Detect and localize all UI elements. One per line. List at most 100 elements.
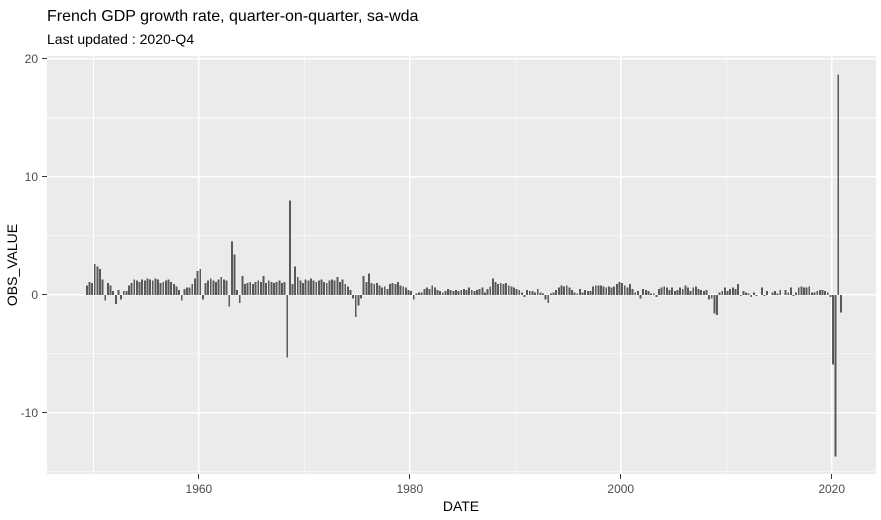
bar — [394, 284, 397, 295]
bar — [689, 291, 692, 295]
bar — [420, 292, 423, 295]
x-tick-mark — [620, 474, 622, 479]
bar — [149, 279, 152, 295]
bar — [368, 273, 370, 295]
x-tick-label: 1960 — [185, 482, 213, 496]
bar — [771, 292, 774, 295]
bar — [621, 282, 624, 295]
bar — [729, 288, 732, 295]
bar — [196, 271, 199, 295]
bar — [737, 284, 740, 295]
bar — [700, 290, 703, 295]
y-tick-mark — [42, 58, 47, 60]
bar — [476, 290, 479, 295]
bar — [824, 291, 827, 295]
y-tick-mark — [42, 294, 47, 296]
bar — [470, 290, 473, 295]
y-tick-label: 20 — [24, 51, 38, 66]
bar — [294, 266, 297, 295]
bar — [106, 282, 109, 295]
bar — [491, 278, 494, 295]
bar — [502, 284, 505, 295]
bar — [423, 288, 426, 295]
bar — [658, 288, 660, 295]
bar — [605, 287, 608, 295]
bar — [797, 287, 800, 295]
bar — [204, 282, 207, 295]
bar — [571, 290, 573, 295]
bar — [249, 281, 252, 295]
bar — [726, 291, 729, 295]
bar — [130, 282, 133, 295]
bar — [484, 292, 486, 295]
bar — [544, 294, 547, 300]
bar — [386, 288, 389, 295]
bar — [399, 285, 402, 295]
bar — [452, 291, 455, 295]
bar — [473, 291, 476, 295]
bar — [333, 280, 336, 295]
bar — [449, 290, 452, 295]
bar — [117, 290, 120, 295]
bar — [383, 286, 386, 295]
x-tick-mark — [198, 474, 200, 479]
bar — [120, 294, 123, 300]
bar — [629, 284, 631, 295]
bar — [128, 285, 130, 295]
bar — [834, 294, 837, 457]
bar — [673, 291, 676, 295]
bar — [320, 279, 323, 295]
bar — [362, 275, 365, 295]
bar — [679, 287, 682, 295]
bar — [660, 287, 663, 295]
bar — [191, 284, 194, 295]
bar — [418, 292, 420, 295]
bar — [779, 290, 782, 295]
bar — [135, 280, 138, 295]
bar — [565, 285, 568, 295]
bar — [523, 294, 526, 298]
bar — [671, 287, 674, 295]
bar — [317, 280, 320, 295]
bar — [312, 280, 315, 295]
bar — [99, 268, 101, 295]
bar — [175, 286, 178, 295]
bar — [576, 293, 579, 295]
bar — [225, 280, 228, 295]
bar — [410, 291, 413, 295]
bar — [278, 280, 281, 295]
plot-title: French GDP growth rate, quarter-on-quart… — [47, 8, 419, 25]
x-tick-mark — [831, 474, 833, 479]
bar — [180, 294, 183, 301]
bar — [644, 290, 647, 295]
bar — [254, 281, 257, 295]
bar — [747, 293, 750, 295]
bar — [652, 293, 655, 295]
bar — [739, 294, 742, 296]
bar — [328, 280, 331, 295]
bar — [694, 286, 697, 295]
plot-panel-svg — [47, 56, 876, 474]
bar — [600, 285, 602, 295]
bar — [805, 287, 808, 295]
bar — [286, 294, 289, 358]
bar — [760, 287, 763, 295]
bar — [494, 281, 497, 295]
bar — [257, 280, 260, 295]
bar — [750, 294, 753, 298]
bar — [478, 288, 481, 295]
bar — [520, 292, 523, 295]
bar — [776, 293, 779, 295]
bar — [568, 287, 571, 295]
bar — [810, 292, 813, 295]
bar — [265, 282, 268, 295]
bar — [262, 275, 265, 295]
bar — [497, 284, 500, 295]
bar — [415, 293, 418, 295]
bar — [188, 287, 191, 295]
bar — [157, 279, 159, 295]
bar — [592, 286, 595, 295]
bar — [378, 285, 381, 295]
bar — [557, 287, 560, 295]
bar — [594, 285, 597, 295]
